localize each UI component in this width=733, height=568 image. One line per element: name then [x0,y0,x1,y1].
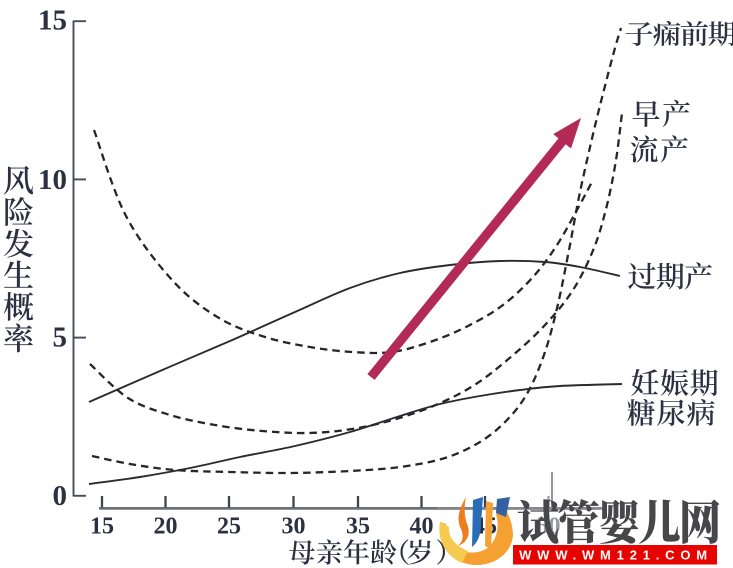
svg-text:40: 40 [410,514,434,540]
svg-text:WWW.WM121.COM: WWW.WM121.COM [519,548,713,563]
svg-text:5: 5 [53,321,68,353]
svg-text:30: 30 [282,514,306,540]
svg-text:35: 35 [346,514,370,540]
svg-text:25: 25 [217,514,241,540]
svg-text:10: 10 [38,164,67,196]
svg-text:20: 20 [154,514,178,540]
svg-text:15: 15 [90,514,114,540]
svg-text:15: 15 [38,5,67,37]
svg-text:0: 0 [53,480,68,512]
